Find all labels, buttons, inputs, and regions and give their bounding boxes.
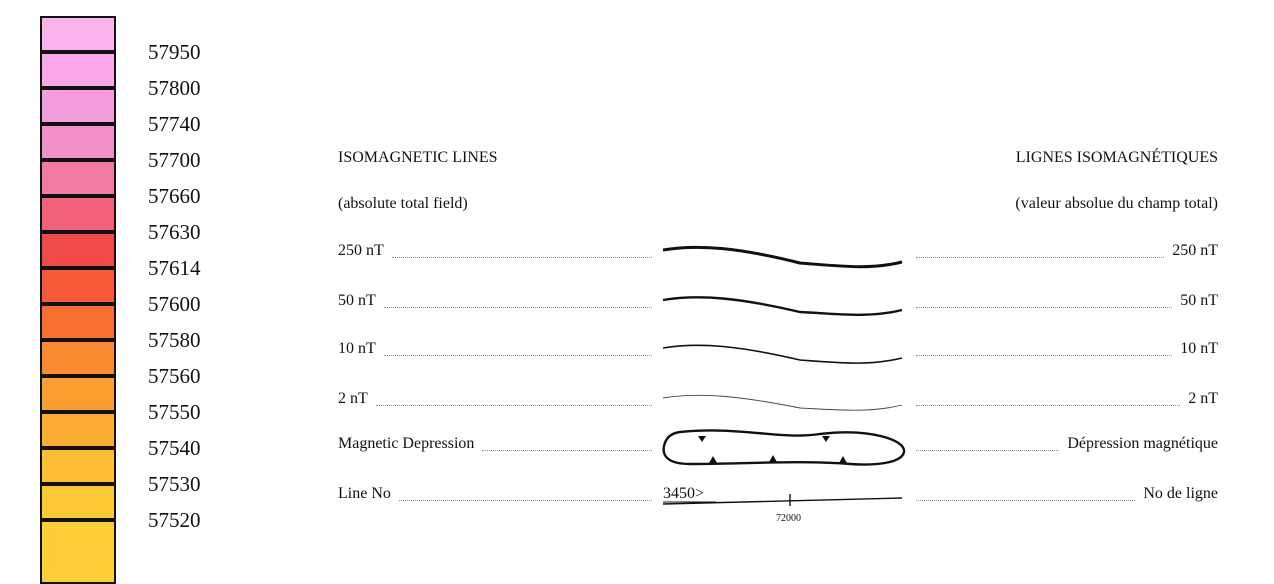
row-label-en: 250 nT <box>338 242 384 259</box>
color-scale-value: 57530 <box>148 472 201 496</box>
dot-leader-left <box>482 450 652 451</box>
hachure-tick-3 <box>709 456 717 463</box>
color-scale-value: 57560 <box>148 364 201 388</box>
flight-line-baseline <box>662 497 903 505</box>
color-swatch <box>40 232 116 268</box>
color-scale-value: 57700 <box>148 148 201 172</box>
fiducial-label: 72000 <box>776 513 801 524</box>
title-isomagnetic-lines: ISOMAGNETIC LINES <box>338 149 498 166</box>
dot-leader-right <box>916 405 1180 406</box>
color-scale-value: 57660 <box>148 184 201 208</box>
color-swatch <box>40 268 116 304</box>
dot-leader-left <box>384 355 652 356</box>
subtitle-valeur-absolue: (valeur absolue du champ total) <box>1015 195 1218 212</box>
row-label-fr: 10 nT <box>1180 340 1218 357</box>
row-label-fr: 250 nT <box>1172 242 1218 259</box>
color-swatch <box>40 304 116 340</box>
row-label-en: 50 nT <box>338 292 376 309</box>
contour-line-50nt <box>662 296 903 316</box>
color-scale-value: 57614 <box>148 256 201 280</box>
depression-closed-contour <box>662 429 906 466</box>
color-scale-value: 57520 <box>148 508 201 532</box>
dot-leader-right <box>916 500 1135 501</box>
legend-symbols <box>662 245 906 506</box>
contour-line-10nt <box>662 344 903 364</box>
color-swatch <box>40 160 116 196</box>
color-swatch <box>40 520 116 584</box>
color-swatch <box>40 88 116 124</box>
flight-line-symbol <box>662 494 903 506</box>
color-scale-value: 57740 <box>148 112 201 136</box>
title-lignes-isomagnetiques: LIGNES ISOMAGNÉTIQUES <box>1015 149 1218 166</box>
row-label-fr: No de ligne <box>1143 485 1218 502</box>
color-swatch <box>40 124 116 160</box>
hachure-tick-2 <box>822 436 830 442</box>
color-swatch <box>40 16 116 52</box>
dot-leader-left <box>376 405 652 406</box>
row-label-en: Line No <box>338 485 391 502</box>
color-scale-value: 57540 <box>148 436 201 460</box>
hachure-tick-4 <box>769 455 777 462</box>
row-label-fr: Dépression magnétique <box>1067 435 1218 452</box>
color-swatch <box>40 412 116 448</box>
color-swatch <box>40 376 116 412</box>
line-number-label: 3450> <box>663 485 705 502</box>
color-swatch <box>40 340 116 376</box>
dot-leader-left <box>392 257 652 258</box>
dot-leader-left <box>399 500 652 501</box>
color-scale-value: 57950 <box>148 40 201 64</box>
hachure-tick-1 <box>698 436 706 442</box>
dot-leader-right <box>916 257 1164 258</box>
contour-line-2nt <box>662 394 903 411</box>
subtitle-absolute-total-field: (absolute total field) <box>338 195 468 212</box>
color-scale-value: 57580 <box>148 328 201 352</box>
row-label-fr: 2 nT <box>1188 390 1218 407</box>
row-label-fr: 50 nT <box>1180 292 1218 309</box>
hachure-tick-5 <box>839 456 847 463</box>
color-swatch <box>40 196 116 232</box>
color-swatch <box>40 52 116 88</box>
magnetic-depression-symbol <box>662 429 906 466</box>
row-label-en: 2 nT <box>338 390 368 407</box>
color-swatch <box>40 448 116 484</box>
contour-line-250nt <box>662 245 903 269</box>
color-scale-value: 57600 <box>148 292 201 316</box>
dot-leader-right <box>916 307 1172 308</box>
dot-leader-right <box>916 450 1059 451</box>
dot-leader-left <box>384 307 652 308</box>
color-scale-value: 57800 <box>148 76 201 100</box>
color-scale-value: 57630 <box>148 220 201 244</box>
dot-leader-right <box>916 355 1172 356</box>
color-swatch <box>40 484 116 520</box>
row-label-en: Magnetic Depression <box>338 435 475 452</box>
row-label-en: 10 nT <box>338 340 376 357</box>
color-scale-value: 57550 <box>148 400 201 424</box>
